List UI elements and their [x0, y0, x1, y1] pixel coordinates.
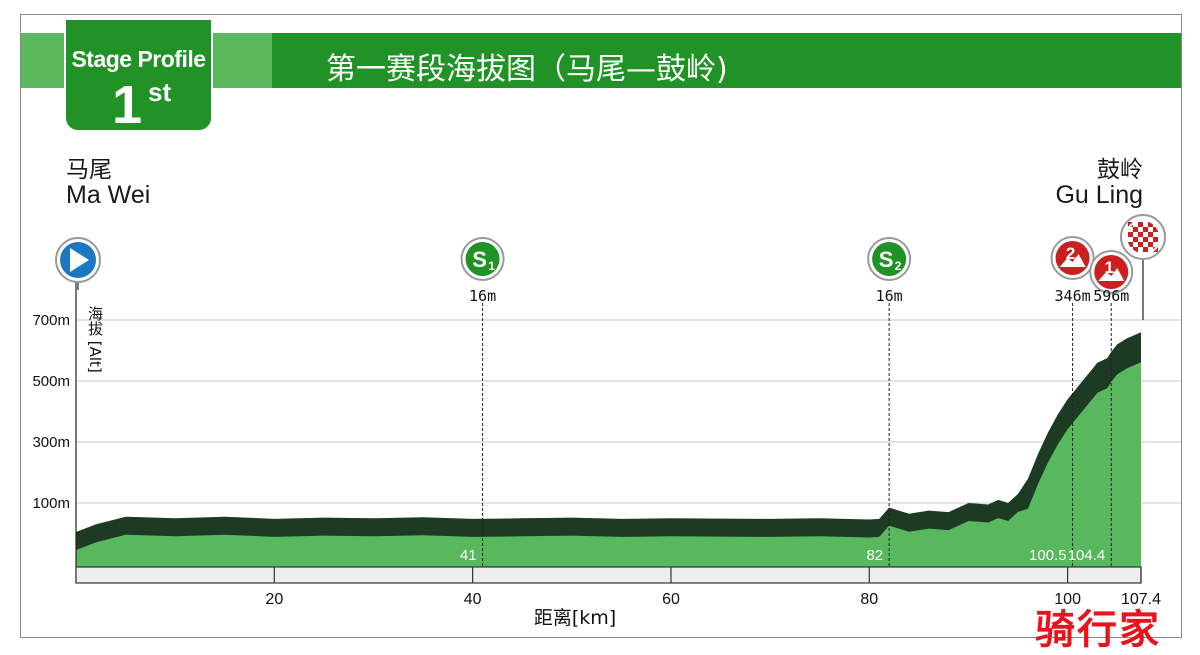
mountain-icon: [1098, 268, 1125, 281]
header-band: [272, 33, 1181, 88]
finish-name-cn: 鼓岭: [1097, 157, 1143, 183]
marker-km-label: 100.5: [1029, 547, 1067, 564]
checkered-square: [1138, 232, 1143, 237]
x-axis-bar: [75, 566, 1142, 584]
stage-badge: Stage Profile 1 st: [64, 18, 213, 132]
checkered-square: [1148, 222, 1153, 227]
marker-km-label: 41: [460, 547, 477, 564]
checkered-square: [1133, 237, 1138, 242]
x-tick-label: 107.4: [1121, 591, 1161, 608]
marker-altitude-label: 596m: [1093, 287, 1129, 305]
sprint-sublabel: 1: [488, 259, 495, 273]
x-tick-label: 100: [1054, 591, 1081, 608]
climb-category-label: 2: [1066, 244, 1075, 263]
checkered-square: [1133, 247, 1138, 252]
badge-title: Stage Profile: [71, 46, 206, 72]
checkered-square: [1143, 237, 1148, 242]
y-tick-label: 500m: [32, 373, 70, 390]
sprint-marker: [465, 242, 500, 276]
checkered-square: [1128, 242, 1133, 247]
sprint-label: S: [879, 247, 894, 272]
start-name-cn: 马尾: [66, 157, 112, 183]
profile-band: [76, 332, 1141, 550]
checkered-square: [1138, 222, 1143, 227]
sprint-sublabel: 2: [895, 259, 902, 273]
checkered-square: [1148, 242, 1153, 247]
sprint-label: S: [472, 247, 487, 272]
checkered-square: [1143, 247, 1148, 252]
checkered-square: [1148, 232, 1153, 237]
sprint-marker: [872, 242, 907, 276]
marker-altitude-label: 16m: [469, 287, 496, 305]
profile-fill: [76, 346, 1141, 567]
play-icon: [70, 248, 89, 272]
x-tick-label: 40: [464, 591, 482, 608]
x-axis-label: 距离[km]: [534, 607, 616, 629]
climb-category-label: 1: [1105, 258, 1114, 277]
marker-altitude-label: 16m: [876, 287, 903, 305]
chart-frame: [20, 14, 1182, 638]
y-tick-label: 100m: [32, 495, 70, 512]
start-name-en: Ma Wei: [66, 181, 151, 209]
marker-altitude-label: 346m: [1055, 287, 1091, 305]
checkered-square: [1128, 232, 1133, 237]
x-tick-label: 80: [860, 591, 878, 608]
y-tick-label: 700m: [32, 312, 70, 329]
watermark-logo: 骑行家: [1035, 607, 1161, 653]
checkered-square: [1143, 227, 1148, 232]
marker-km-label: 82: [866, 547, 883, 564]
x-tick-label: 60: [662, 591, 680, 608]
checkered-square: [1153, 237, 1158, 242]
checkered-square: [1153, 227, 1158, 232]
checkered-square: [1138, 242, 1143, 247]
marker-km-label: 104.4: [1068, 547, 1106, 564]
y-axis-label: 海拔 [Alt]: [86, 306, 104, 373]
checkered-square: [1133, 227, 1138, 232]
x-tick-label: 20: [265, 591, 283, 608]
y-tick-label: 300m: [32, 434, 70, 451]
finish-flag-icon: [1125, 219, 1161, 255]
badge-number: 1: [112, 75, 143, 135]
finish-name-en: Gu Ling: [1055, 181, 1143, 209]
badge-suffix: st: [148, 77, 172, 107]
mountain-icon: [1059, 254, 1086, 267]
stage-title: 第一赛段海拔图（马尾—鼓岭): [326, 52, 728, 87]
